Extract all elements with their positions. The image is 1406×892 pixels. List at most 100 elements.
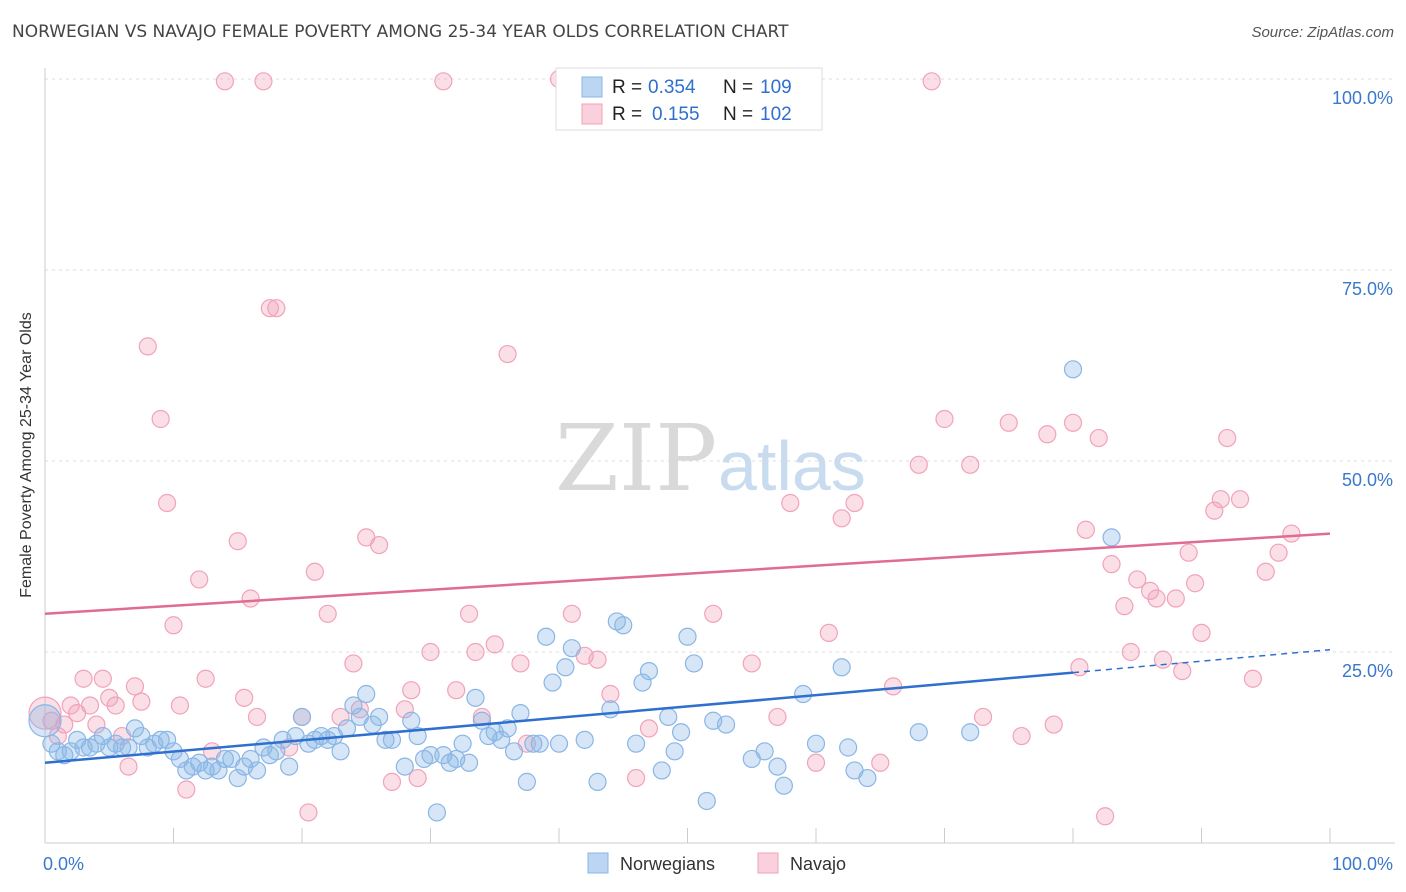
navajo-point [1282,524,1301,543]
navajo-point [331,707,350,727]
norwegians-point [511,704,530,723]
source-label: Source: ZipAtlas.com [1251,24,1394,41]
navajo-point [299,803,318,822]
navajo-point [370,535,389,555]
navajo-point [408,768,427,788]
navajo-point [170,696,190,715]
navajo-point [247,707,267,727]
navajo-point [626,768,646,788]
trend-lines [44,532,1331,765]
navajo-point [402,681,421,700]
norwegians-point [466,688,485,707]
navajo-point [395,700,414,719]
norwegians-point [459,753,479,772]
norwegians-point [575,730,594,749]
y-tick-label-3: 100.0% [1332,88,1393,108]
stats-n-value-1: 102 [760,104,792,125]
norwegians-point [215,749,234,769]
navajo-point [511,654,530,673]
navajo-point [1205,501,1224,520]
norwegians-point [961,723,980,742]
norwegians-point [909,723,928,742]
navajo-point [1218,428,1237,448]
norwegians-point [588,772,607,791]
norwegians-point [241,749,260,769]
navajo-point [806,753,826,772]
navajo-point [1147,589,1166,608]
navajo-point [61,696,80,715]
navajo-point [819,623,838,643]
norwegians-point [562,639,581,658]
watermark-atlas: atlas [718,427,866,505]
navajo-trend-line [44,532,1331,616]
navajo-point [1256,562,1275,581]
norwegians-point [774,776,793,795]
norwegians-point [543,673,562,692]
norwegians-point [1063,360,1083,379]
norwegians-point [376,730,395,749]
navajo-point [1121,642,1140,662]
norwegians-point [806,734,826,753]
stats-r-label-0: R = [612,77,642,98]
navajo-point [466,642,485,662]
navajo-point [100,688,119,707]
navajo-point [260,299,279,318]
norwegians-point [684,654,704,673]
navajo-point [80,696,100,715]
stats-r-label-1: R = [612,104,642,125]
navajo-point [1044,715,1063,734]
stats-swatch-norwegians [581,76,603,98]
norwegians-point [659,707,678,727]
navajo-point [344,654,363,673]
norwegians-point [151,730,170,749]
y-tick-label-1: 50.0% [1342,470,1393,490]
navajo-point [961,455,980,474]
norwegians-point [517,772,536,791]
navajo-point [305,562,324,581]
norwegians-point [427,803,447,822]
navajo-point [138,337,157,356]
norwegians-point [716,715,736,734]
navajo-point [177,780,196,799]
navajo-point [639,719,659,738]
navajo-point [215,72,234,91]
norwegians-point [601,700,620,719]
navajo-point [704,604,723,623]
norwegians-point [858,768,877,788]
norwegians-point [639,661,659,681]
chart-title: NORWEGIAN VS NAVAJO FEMALE POVERTY AMONG… [12,22,789,42]
navajo-point [1063,413,1083,432]
norwegians-point [28,704,62,738]
navajo-point [1179,543,1198,562]
norwegians-point [549,734,569,753]
norwegians-point [453,734,472,753]
navajo-point [871,753,890,772]
norwegians-point [42,734,61,753]
stats-swatch-navajo [581,103,603,125]
navajo-point [1038,425,1057,444]
norwegians-point [504,742,524,761]
norwegians-point [697,791,716,811]
navajo-point [1166,589,1185,608]
navajo-point [228,532,247,551]
navajo-point [1012,726,1031,746]
navajo-point [447,681,466,700]
navajo-point [235,688,254,707]
navajo-point [498,344,517,364]
navajo-point [742,654,761,673]
norwegians-point [652,761,671,780]
norwegians-point [498,719,517,738]
norwegians-point [755,742,774,761]
norwegians-point [408,726,427,746]
navajo-point [164,616,183,635]
norwegians-point [556,658,575,677]
norwegians-point [292,707,312,727]
navajo-point [157,493,177,513]
navajo-point [55,715,74,734]
navajo-point [935,409,954,429]
navajo-point [106,696,125,715]
legend-swatch-norwegians [587,852,609,874]
navajo-point [1230,490,1250,509]
navajo-point [318,604,337,623]
